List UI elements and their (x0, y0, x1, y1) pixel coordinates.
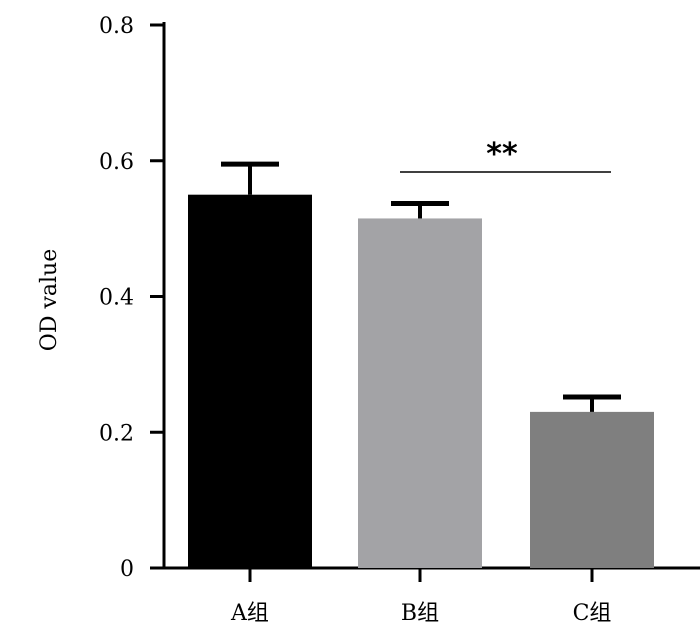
y-tick-label: 0.4 (99, 286, 134, 311)
bar (358, 218, 482, 568)
plot-area: 0 0.2 0.4 0.6 0.8 A组 B组 C组 ** (99, 14, 700, 626)
x-tick-label: B组 (401, 601, 439, 626)
bar (530, 411, 654, 568)
bar (188, 194, 312, 568)
significance-label: ** (486, 137, 518, 172)
y-tick-label: 0 (120, 557, 134, 582)
y-tick-label: 0.8 (99, 14, 134, 39)
y-tick-label: 0.6 (99, 150, 134, 175)
x-tick-label: C组 (573, 601, 612, 626)
y-axis-label: OD value (37, 249, 62, 351)
x-tick-label: A组 (230, 601, 269, 626)
y-tick-label: 0.2 (99, 421, 134, 446)
